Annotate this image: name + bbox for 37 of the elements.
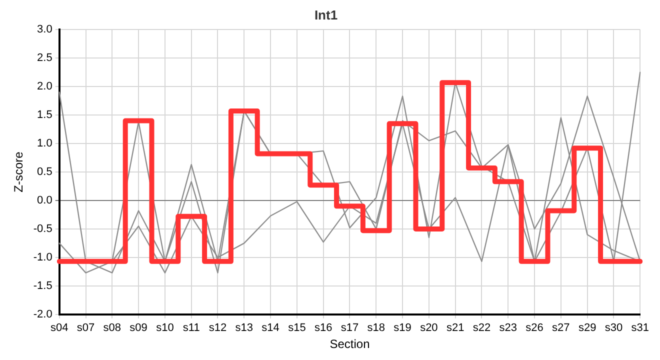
x-tick-label: s07 xyxy=(76,322,95,334)
y-tick-label: -1.5 xyxy=(33,280,52,292)
y-tick-label: 2.5 xyxy=(37,52,52,64)
x-tick-label: s13 xyxy=(235,322,254,334)
y-tick-label: 1.5 xyxy=(37,109,52,122)
x-tick-label: s04 xyxy=(50,322,68,334)
x-tick-label: s14 xyxy=(262,322,280,334)
x-tick-label: s17 xyxy=(340,322,359,334)
x-tick-label: s09 xyxy=(130,322,148,334)
x-tick-label: s31 xyxy=(631,322,650,334)
x-tick-label: s22 xyxy=(472,322,491,334)
y-tick-label: 3.0 xyxy=(37,24,52,36)
x-tick-label: s12 xyxy=(208,322,227,334)
y-tick-label: -0.5 xyxy=(33,222,52,235)
x-axis-title: Section xyxy=(330,337,370,352)
chart-title: Int1 xyxy=(314,7,338,22)
x-tick-label: s15 xyxy=(288,322,306,334)
y-tick-label: 2.0 xyxy=(37,80,52,93)
x-tick-label: s08 xyxy=(103,322,122,334)
x-tick-label: s23 xyxy=(499,322,518,334)
y-tick-label: 0.0 xyxy=(37,194,52,207)
y-axis-title: Z-score xyxy=(12,151,26,192)
x-tick-label: s29 xyxy=(578,322,596,334)
y-tick-label: -2.0 xyxy=(33,308,52,320)
x-tick-label: s26 xyxy=(526,322,544,334)
x-tick-label: s21 xyxy=(446,322,464,334)
x-tick-label: s16 xyxy=(314,322,332,334)
x-tick-label: s30 xyxy=(604,322,623,334)
x-tick-label: s18 xyxy=(367,322,386,334)
x-tick-label: s20 xyxy=(420,322,438,334)
x-tick-label: s27 xyxy=(552,322,570,334)
y-tick-label: -1.0 xyxy=(33,251,52,264)
x-tick-label: s10 xyxy=(156,322,174,334)
y-tick-label: 1.0 xyxy=(37,138,52,150)
x-tick-label: s19 xyxy=(394,322,412,334)
y-tick-label: 0.5 xyxy=(37,166,52,178)
x-tick-label: s11 xyxy=(182,322,200,334)
